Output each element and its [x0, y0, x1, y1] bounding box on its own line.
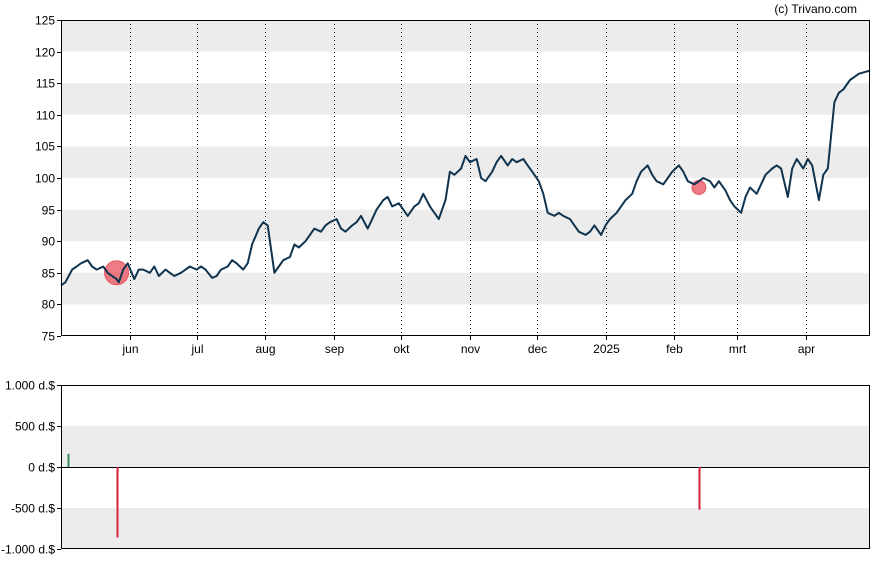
y-tick-label: 125 — [35, 14, 55, 28]
price-markers — [104, 179, 707, 286]
volume-band — [61, 426, 870, 467]
x-tick-label: jul — [190, 342, 203, 356]
y-tick-label: 75 — [42, 330, 56, 344]
y-tick-label: 105 — [35, 140, 55, 154]
x-tick-label: nov — [461, 342, 480, 356]
price-band — [61, 146, 870, 178]
price-panel-month-gridlines — [130, 20, 807, 336]
x-tick-label: okt — [393, 342, 410, 356]
x-tick-label: jun — [121, 342, 138, 356]
price-panel-bands — [61, 20, 870, 305]
x-tick-label: feb — [666, 342, 683, 356]
x-tick-label: 2025 — [593, 342, 620, 356]
volume-panel-bands — [61, 426, 870, 549]
price-line — [60, 69, 871, 287]
volume-band — [61, 508, 870, 549]
price-band — [61, 20, 870, 52]
price-panel-frame — [61, 20, 870, 336]
x-tick-label: dec — [528, 342, 547, 356]
y-tick-label: 110 — [36, 109, 55, 123]
y-tick-label: 115 — [36, 77, 55, 91]
event-marker — [691, 179, 707, 195]
y-tick-label: 95 — [42, 204, 56, 218]
watermark: (c) Trivano.com — [774, 2, 857, 16]
volume-y-tick-label: -1.000 d.$ — [1, 543, 55, 557]
price-y-axis: 75 80 85 90 95 100 105 110 115 120 125 — [35, 14, 61, 344]
volume-y-tick-label: 0 d.$ — [28, 461, 55, 475]
price-band — [61, 83, 870, 115]
event-marker — [104, 260, 130, 286]
price-band — [61, 209, 870, 242]
x-tick-label: mrt — [729, 342, 747, 356]
volume-bars — [67, 453, 701, 538]
x-tick-label: sep — [325, 342, 345, 356]
x-tick-label: apr — [798, 342, 815, 356]
x-tick-label: aug — [255, 342, 275, 356]
y-tick-label: 80 — [42, 298, 56, 312]
y-tick-label: 100 — [35, 172, 55, 186]
volume-y-tick-label: 1.000 d.$ — [5, 379, 55, 393]
volume-y-tick-label: -500 d.$ — [11, 502, 55, 516]
volume-panel-frame — [61, 385, 870, 549]
volume-y-axis: 1.000 d.$ 500 d.$ 0 d.$ -500 d.$ -1.000 d.$ — [1, 379, 61, 557]
y-tick-label: 120 — [35, 46, 55, 60]
price-band — [61, 272, 870, 305]
y-tick-label: 85 — [42, 267, 56, 281]
y-tick-label: 90 — [42, 235, 56, 249]
volume-y-tick-label: 500 d.$ — [15, 420, 55, 434]
price-x-axis: jun jul aug sep okt nov dec 2025 feb mrt apr — [121, 336, 815, 356]
